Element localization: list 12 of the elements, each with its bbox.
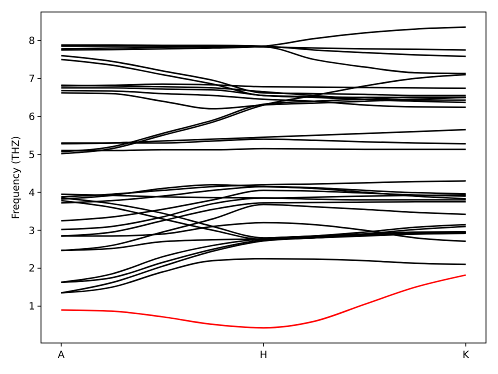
- y-tick-label: 5: [28, 150, 35, 161]
- y-tick-label: 4: [28, 188, 35, 199]
- x-tick-label: K: [462, 350, 470, 361]
- y-tick-label: 8: [28, 36, 35, 47]
- y-axis-title: Frequency (THZ): [11, 136, 22, 220]
- y-tick-label: 3: [28, 226, 35, 237]
- y-tick-label: 1: [28, 302, 35, 313]
- x-tick-label: H: [260, 350, 268, 361]
- y-tick-label: 7: [28, 74, 35, 85]
- y-tick-label: 2: [28, 264, 35, 275]
- x-tick-label: A: [58, 350, 65, 361]
- y-tick-label: 6: [28, 112, 35, 123]
